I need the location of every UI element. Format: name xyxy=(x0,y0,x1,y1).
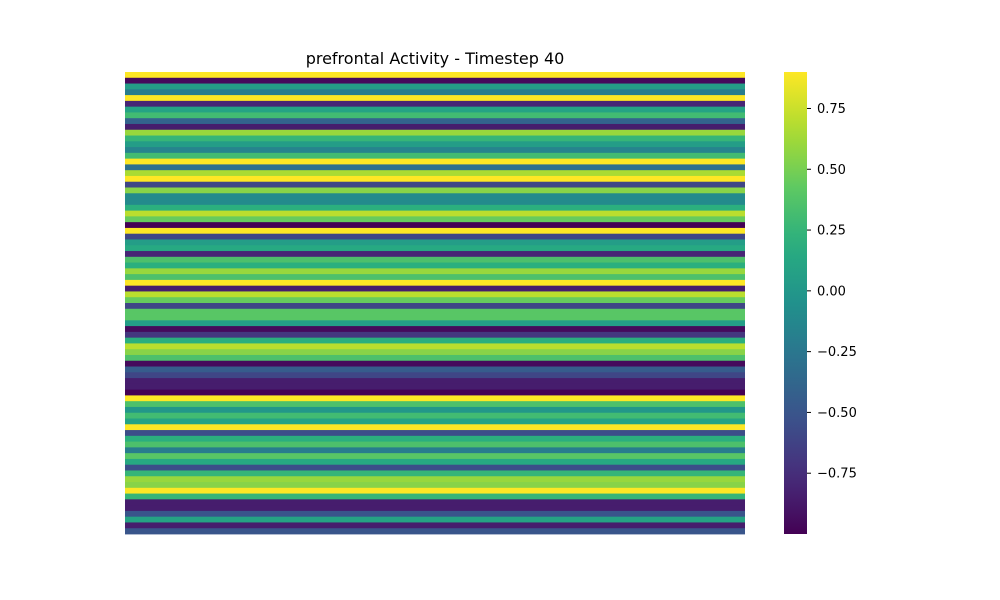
heatmap-cell xyxy=(125,453,745,460)
heatmap-cell xyxy=(125,268,745,275)
heatmap-cell xyxy=(125,118,745,125)
heatmap-cell xyxy=(125,95,745,102)
chart-title: prefrontal Activity - Timestep 40 xyxy=(306,49,565,68)
heatmap-cell xyxy=(125,458,745,466)
colorbar-tick-label: −0.75 xyxy=(817,467,857,482)
heatmap-cells xyxy=(125,72,745,535)
heatmap-cell xyxy=(125,360,745,367)
heatmap-cell xyxy=(125,285,745,292)
colorbar-tick-label: 0.75 xyxy=(817,102,846,117)
heatmap-cell xyxy=(125,100,745,108)
heatmap-cell xyxy=(125,147,745,154)
heatmap-cell xyxy=(125,279,745,287)
colorbar xyxy=(784,72,807,534)
heatmap-cell xyxy=(125,505,745,512)
heatmap-cell xyxy=(125,152,745,160)
heatmap-cell xyxy=(125,510,745,518)
heatmap-cell xyxy=(125,470,745,477)
colorbar-tick-label: 0.00 xyxy=(817,284,846,299)
colorbar-tick-label: 0.50 xyxy=(817,163,846,178)
colorbar-tick-label: −0.25 xyxy=(817,345,857,360)
heatmap-cell xyxy=(125,170,745,177)
heatmap-cell xyxy=(125,499,745,506)
heatmap-cell xyxy=(125,193,745,200)
heatmap-cell xyxy=(125,262,745,269)
heatmap-cell xyxy=(125,297,745,304)
heatmap-cell xyxy=(125,389,745,396)
heatmap-cell xyxy=(125,418,745,425)
heatmap-cell xyxy=(125,441,745,448)
heatmap-cell xyxy=(125,343,745,350)
colorbar-tick-label: −0.50 xyxy=(817,406,857,421)
heatmap-cell xyxy=(125,424,745,431)
heatmap-cell xyxy=(125,487,745,494)
heatmap-cell xyxy=(125,83,745,90)
heatmap-cell xyxy=(125,354,745,362)
heatmap-cell xyxy=(125,210,745,217)
heatmap-cell xyxy=(125,493,745,500)
heatmap-cell xyxy=(125,204,745,211)
heatmap-cell xyxy=(125,314,745,321)
heatmap-cell xyxy=(125,476,745,483)
heatmap-cell xyxy=(125,383,745,391)
heatmap-cell xyxy=(125,522,745,529)
heatmap-cell xyxy=(125,239,745,246)
heatmap-cell xyxy=(125,158,745,165)
heatmap-cell xyxy=(125,412,745,419)
heatmap-cell xyxy=(125,123,745,131)
heatmap-cell xyxy=(125,175,745,183)
colorbar-ticks: 0.75 0.50 0.25 0.00 −0.25 −0.50 −0.75 xyxy=(807,102,857,482)
heatmap-cell xyxy=(125,251,745,258)
heatmap-cell xyxy=(125,256,745,263)
heatmap-cell xyxy=(125,222,745,229)
heatmap-cell xyxy=(125,141,745,148)
heatmap-cell xyxy=(125,395,745,402)
heatmap-cell xyxy=(125,320,745,327)
heatmap-cell xyxy=(125,447,745,454)
heatmap-cell xyxy=(125,72,745,79)
heatmap-cell xyxy=(125,528,745,535)
heatmap-cell xyxy=(125,406,745,414)
heatmap-cell xyxy=(125,430,745,437)
heatmap-cell xyxy=(125,187,745,194)
colorbar-tick-label: 0.25 xyxy=(817,224,846,239)
heatmap-cell xyxy=(125,291,745,298)
heatmap-cell xyxy=(125,216,745,223)
heatmap-cell xyxy=(125,233,745,240)
heatmap-cell xyxy=(125,245,745,252)
heatmap-cell xyxy=(125,77,745,84)
heatmap-cell xyxy=(125,326,745,333)
heatmap-cell xyxy=(125,274,745,281)
heatmap-cell xyxy=(125,112,745,119)
heatmap-cell xyxy=(125,401,745,408)
heatmap-cell xyxy=(125,303,745,310)
heatmap-cell xyxy=(125,129,745,136)
heatmap-cell xyxy=(125,349,745,356)
heatmap-cell xyxy=(125,482,745,489)
heatmap-cell xyxy=(125,227,745,235)
heatmap-cell xyxy=(125,89,745,96)
heatmap-cell xyxy=(125,164,745,171)
heatmap-cell xyxy=(125,366,745,373)
heatmap-cell xyxy=(125,308,745,315)
heatmap-cell xyxy=(125,516,745,523)
heatmap-cell xyxy=(125,181,745,188)
heatmap-cell xyxy=(125,135,745,142)
heatmap-cell xyxy=(125,378,745,385)
heatmap-cell xyxy=(125,372,745,379)
heatmap-cell xyxy=(125,106,745,113)
heatmap-cell xyxy=(125,337,745,344)
heatmap-cell xyxy=(125,435,745,442)
heatmap-cell xyxy=(125,464,745,471)
heatmap-cell xyxy=(125,199,745,206)
heatmap-cell xyxy=(125,331,745,339)
